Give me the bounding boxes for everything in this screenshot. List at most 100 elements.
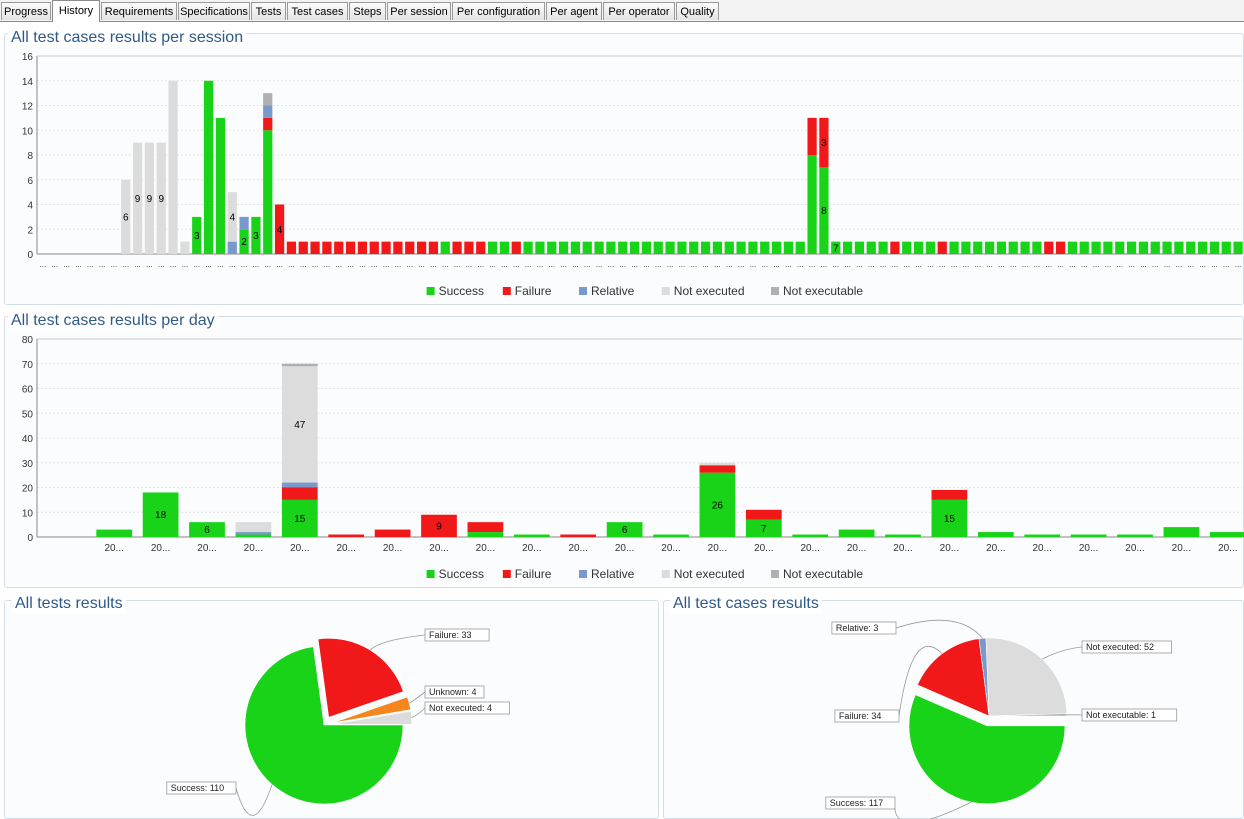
legend-swatch-success bbox=[426, 570, 435, 578]
tab-per-configuration[interactable]: Per configuration bbox=[452, 2, 545, 20]
bar-success-segment bbox=[1186, 241, 1196, 255]
pie-label: Success: 110 bbox=[171, 783, 224, 793]
tab-per-agent[interactable]: Per agent bbox=[546, 2, 602, 20]
bar-success-segment bbox=[570, 241, 581, 255]
x-tick-label: ... bbox=[525, 260, 532, 269]
x-tick-label: ... bbox=[442, 260, 449, 269]
bar-success-segment bbox=[513, 534, 550, 537]
x-tick-label: ... bbox=[892, 260, 899, 269]
bar-success-segment bbox=[949, 241, 959, 255]
bar-relative-segment bbox=[227, 241, 237, 255]
bar-success-segment bbox=[807, 155, 817, 254]
bar-success-segment bbox=[192, 216, 202, 255]
bar-success-segment bbox=[665, 241, 675, 255]
bar-success-segment bbox=[523, 241, 533, 255]
x-tick-label: ... bbox=[75, 260, 82, 269]
bar-success-segment bbox=[1070, 534, 1107, 537]
bar-success-segment bbox=[748, 241, 758, 255]
legend-label: Not executable bbox=[783, 567, 863, 581]
x-tick-label: ... bbox=[832, 260, 839, 269]
pie-label-leader bbox=[895, 619, 983, 639]
tab-specifications[interactable]: Specifications bbox=[178, 2, 250, 20]
bar-failure-segment bbox=[937, 241, 947, 255]
bar-success-segment bbox=[547, 241, 557, 255]
bar-success-segment bbox=[996, 241, 1007, 255]
x-tick-label: 20... bbox=[754, 543, 773, 554]
x-tick-label: ... bbox=[1093, 260, 1100, 269]
tab-history[interactable]: History bbox=[52, 0, 100, 22]
tab-tests[interactable]: Tests bbox=[251, 2, 286, 20]
bar-success-segment bbox=[618, 241, 628, 255]
bar-success-segment bbox=[699, 472, 736, 537]
x-tick-label: ... bbox=[773, 260, 780, 269]
legend-swatch-failure bbox=[502, 287, 511, 295]
data-label: 9 bbox=[135, 194, 141, 205]
x-tick-label: ... bbox=[738, 260, 745, 269]
x-tick-label: ... bbox=[501, 260, 508, 269]
bar-success-segment bbox=[1020, 241, 1030, 255]
x-tick-label: 20... bbox=[197, 543, 216, 554]
tab-per-operator[interactable]: Per operator bbox=[603, 2, 675, 20]
bar-failure-segment bbox=[286, 241, 297, 255]
bar-not-executed-segment bbox=[281, 366, 318, 483]
data-label: 7 bbox=[761, 524, 767, 535]
x-tick-label: 20... bbox=[800, 543, 819, 554]
bar-success-segment bbox=[594, 241, 604, 255]
bar-failure-segment bbox=[263, 117, 273, 131]
x-tick-label: ... bbox=[1116, 260, 1123, 269]
x-tick-label: ... bbox=[974, 260, 981, 269]
bar-failure-segment bbox=[381, 241, 391, 255]
bar-success-segment bbox=[1162, 241, 1172, 255]
bar-success-segment bbox=[792, 534, 829, 537]
pie-label-box bbox=[1081, 708, 1178, 722]
x-tick-label: 20... bbox=[568, 543, 587, 554]
tests-pie-title: All tests results bbox=[12, 595, 126, 613]
tab-progress[interactable]: Progress bbox=[1, 2, 51, 20]
bar-success-segment bbox=[1209, 241, 1220, 255]
bar-failure-segment bbox=[274, 204, 285, 254]
data-label: 2 bbox=[241, 237, 247, 248]
x-tick-label: ... bbox=[1081, 260, 1088, 269]
data-label: 6 bbox=[123, 212, 129, 223]
x-tick-label: ... bbox=[797, 260, 804, 269]
x-tick-label: 20... bbox=[336, 543, 355, 554]
legend-swatch-relative bbox=[579, 287, 587, 295]
y-tick-label: 14 bbox=[22, 77, 34, 88]
bar-success-segment bbox=[1126, 241, 1137, 255]
pie-label-leader bbox=[369, 634, 426, 651]
x-tick-label: ... bbox=[324, 260, 331, 269]
x-tick-label: ... bbox=[927, 260, 934, 269]
data-label: 4 bbox=[229, 212, 235, 223]
bar-success-segment bbox=[977, 532, 1014, 537]
legend-swatch-not-executed bbox=[661, 287, 670, 295]
pie-slice-success bbox=[908, 694, 1066, 805]
bar-success-segment bbox=[689, 241, 699, 255]
legend-label: Relative bbox=[591, 284, 635, 298]
pie-label: Not executed: 52 bbox=[1086, 642, 1154, 652]
pie-label-box bbox=[834, 709, 900, 723]
data-label: 3 bbox=[194, 231, 200, 242]
bar-success-segment bbox=[1138, 241, 1149, 255]
x-tick-label: ... bbox=[466, 260, 473, 269]
legend-label: Success bbox=[439, 567, 484, 581]
bar-success-segment bbox=[902, 241, 912, 255]
bar-not-executable-segment bbox=[281, 363, 318, 367]
bar-failure-segment bbox=[328, 534, 365, 537]
bar-success-segment bbox=[1197, 241, 1208, 255]
tab-steps[interactable]: Steps bbox=[349, 2, 386, 20]
data-label: 3 bbox=[253, 231, 259, 242]
bar-success-segment bbox=[189, 522, 225, 537]
pie-label-leader bbox=[898, 646, 943, 717]
tab-quality[interactable]: Quality bbox=[676, 2, 719, 20]
bar-success-segment bbox=[700, 241, 711, 255]
x-tick-label: ... bbox=[1187, 260, 1194, 269]
y-tick-label: 20 bbox=[22, 484, 34, 495]
data-label: 47 bbox=[294, 420, 306, 431]
legend-swatch-relative bbox=[579, 570, 587, 578]
tab-requirements[interactable]: Requirements bbox=[101, 2, 177, 20]
tab-test-cases[interactable]: Test cases bbox=[287, 2, 348, 20]
tab-per-session[interactable]: Per session bbox=[387, 2, 451, 20]
x-tick-label: 20... bbox=[661, 543, 680, 554]
x-tick-label: 20... bbox=[1218, 543, 1237, 554]
bar-failure-segment bbox=[416, 241, 427, 255]
